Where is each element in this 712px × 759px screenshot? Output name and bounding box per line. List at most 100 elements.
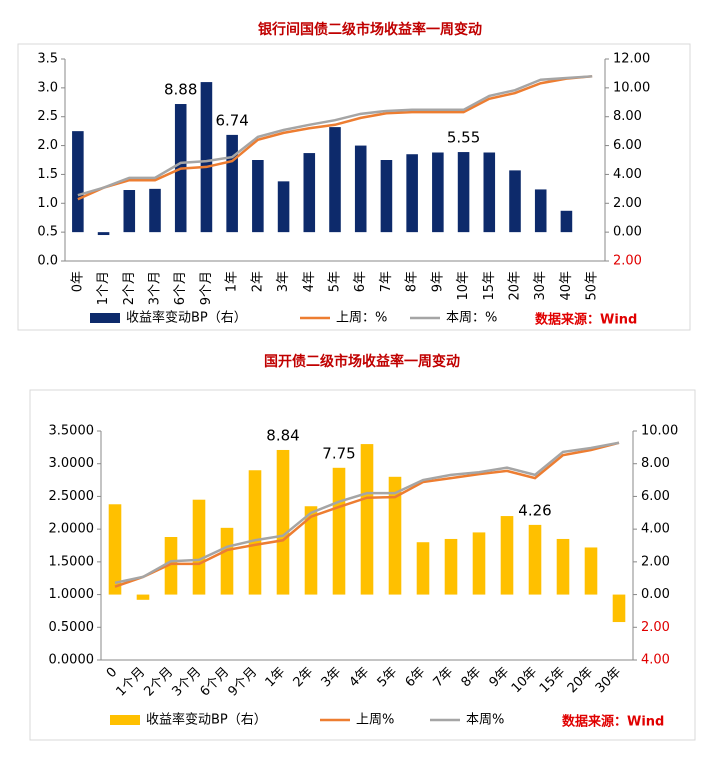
x-tick-label: 10年 <box>509 665 540 696</box>
bar <box>483 152 496 233</box>
y2-tick-label: 4.00 <box>641 653 670 668</box>
y-tick-label: 1.5000 <box>49 554 95 569</box>
bar <box>123 190 136 233</box>
x-tick-label: 5年 <box>375 665 401 691</box>
x-tick-label: 3年 <box>319 665 345 691</box>
y2-tick-label: 6.00 <box>641 489 670 504</box>
legend-label: 上周：% <box>336 311 387 326</box>
y-tick-label: 3.0000 <box>49 456 95 471</box>
legend-label: 本周% <box>466 713 504 728</box>
bar <box>226 134 238 233</box>
y2-tick-label: 6.00 <box>613 138 642 153</box>
x-tick-label: 9年 <box>430 271 445 292</box>
data-label: 8.88 <box>164 81 197 99</box>
y-tick-label: 3.5000 <box>49 424 95 439</box>
y-tick-label: 2.5 <box>37 109 58 124</box>
bar <box>534 189 547 233</box>
x-tick-label: 2年 <box>291 665 317 691</box>
y2-tick-label: 10.00 <box>641 424 678 439</box>
x-tick-label: 3个月 <box>169 665 204 700</box>
x-tick-label: 30年 <box>533 271 548 301</box>
x-tick-label: 0年 <box>70 271 85 292</box>
bar <box>584 547 598 595</box>
bar <box>97 232 110 236</box>
y2-tick-label: 0.00 <box>613 225 642 240</box>
y-tick-label: 1.0 <box>37 196 58 211</box>
bar <box>472 532 486 595</box>
legend-swatch <box>110 715 140 725</box>
y2-tick-label: 2.00 <box>641 554 670 569</box>
y-tick-label: 2.0 <box>37 138 58 153</box>
bar <box>416 542 430 595</box>
y2-tick-label: 0.00 <box>641 587 670 602</box>
bar <box>220 527 234 595</box>
bar <box>406 154 418 233</box>
line <box>114 441 620 585</box>
y-tick-label: 2.0000 <box>49 522 95 537</box>
data-label: 5.55 <box>447 129 480 147</box>
chart-border <box>17 43 691 331</box>
y-tick-label: 2.5000 <box>49 489 95 504</box>
bar <box>149 188 161 233</box>
bar <box>388 476 402 595</box>
bar <box>252 160 264 233</box>
x-tick-label: 8年 <box>459 665 485 691</box>
y-tick-label: 0.0000 <box>49 653 95 668</box>
y2-tick-label: 2.00 <box>613 254 642 269</box>
y-tick-label: 0.5000 <box>49 620 95 635</box>
bar <box>500 516 514 595</box>
legend-label: 上周% <box>356 713 394 728</box>
x-tick-label: 50年 <box>585 271 600 301</box>
x-tick-label: 20年 <box>508 271 523 301</box>
y2-tick-label: 12.00 <box>613 52 650 67</box>
bar <box>457 152 470 233</box>
x-tick-label: 15年 <box>537 665 568 696</box>
y-tick-label: 0.0 <box>37 254 58 269</box>
x-tick-label: 6个月 <box>197 665 232 700</box>
x-tick-label: 30年 <box>593 665 624 696</box>
line <box>77 75 593 201</box>
source: 数据来源：Wind <box>562 714 664 730</box>
bar <box>360 444 374 595</box>
legend-swatch <box>90 313 120 323</box>
y2-tick-label: 4.00 <box>613 167 642 182</box>
legend-label: 本周：% <box>446 311 497 326</box>
chart-title: 银行间国债二级市场收益率一周变动 <box>258 21 482 38</box>
bar <box>432 152 444 233</box>
bar <box>332 467 346 595</box>
x-tick-label: 40年 <box>559 271 574 301</box>
x-tick-label: 3年 <box>276 271 291 292</box>
x-tick-label: 6年 <box>353 271 368 292</box>
x-tick-label: 6年 <box>403 665 429 691</box>
bar <box>304 506 318 595</box>
x-tick-label: 20年 <box>565 665 596 696</box>
x-tick-label: 15年 <box>482 271 497 301</box>
x-tick-label: 10年 <box>456 271 471 301</box>
x-tick-label: 1个月 <box>96 271 111 305</box>
y2-tick-label: 10.00 <box>613 80 650 95</box>
line <box>114 441 620 588</box>
bar <box>329 127 341 233</box>
bar <box>136 594 150 600</box>
x-tick-label: 3个月 <box>148 271 163 305</box>
x-tick-label: 6个月 <box>173 271 188 305</box>
y-tick-label: 3.5 <box>37 52 58 67</box>
data-label: 8.84 <box>266 426 299 444</box>
y-tick-label: 1.0000 <box>49 587 95 602</box>
bar <box>303 153 316 233</box>
bar <box>248 470 262 595</box>
data-label: 6.74 <box>215 111 248 129</box>
y-tick-label: 3.0 <box>37 80 58 95</box>
x-tick-label: 4年 <box>347 665 373 691</box>
x-tick-label: 1年 <box>225 271 240 292</box>
y2-tick-label: 2.00 <box>613 196 642 211</box>
y2-tick-label: 2.00 <box>641 620 670 635</box>
bar <box>528 524 542 595</box>
bar <box>560 210 573 233</box>
x-tick-label: 9个月 <box>199 271 214 305</box>
bar <box>354 145 367 233</box>
line <box>77 75 593 197</box>
bar <box>556 538 570 595</box>
x-tick-label: 1年 <box>263 665 289 691</box>
x-tick-label: 2年 <box>250 271 265 292</box>
